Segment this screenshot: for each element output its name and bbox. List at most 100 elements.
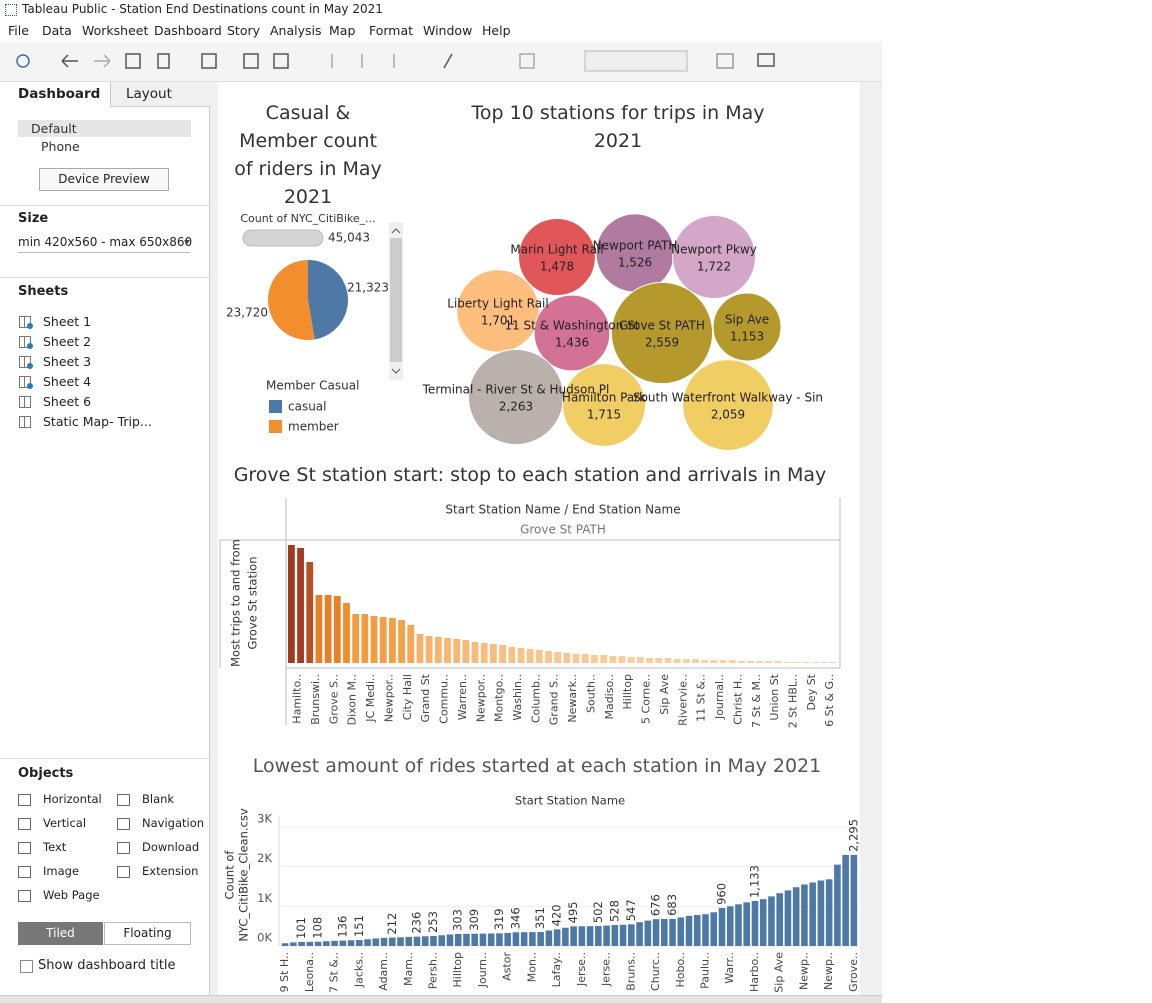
menu-item[interactable]: Format xyxy=(369,23,414,38)
bar xyxy=(677,917,685,946)
menu-item[interactable]: Analysis xyxy=(270,23,322,38)
bar xyxy=(380,937,388,946)
legend-swatch xyxy=(269,420,282,433)
bar xyxy=(413,936,421,946)
x-tick-label: Sip Ave xyxy=(773,952,786,993)
bar xyxy=(356,940,363,946)
object-item[interactable]: Extension xyxy=(142,864,199,878)
x-tick-label: Journal.. xyxy=(713,674,726,720)
x-tick-label: Grand S.. xyxy=(548,674,561,725)
sheet-item[interactable]: Static Map- Trip... xyxy=(43,414,152,429)
bar xyxy=(756,661,764,663)
bar xyxy=(809,882,816,946)
bar xyxy=(817,880,825,946)
bar-title: Grove St station start: stop to each sta… xyxy=(233,464,827,486)
bar xyxy=(545,651,552,663)
menu-item[interactable]: Map xyxy=(329,23,356,38)
bar xyxy=(512,932,520,946)
data-label: 303 xyxy=(451,909,465,931)
object-item[interactable]: Text xyxy=(43,840,67,854)
bar xyxy=(768,896,775,946)
size-dropdown[interactable]: min 420x560 - max 650x860 xyxy=(18,235,192,253)
x-tick-label: Churc.. xyxy=(649,952,662,991)
x-tick-label: Harbo.. xyxy=(748,952,761,992)
menu-item[interactable]: Data xyxy=(42,23,72,38)
sheet-item[interactable]: Sheet 3 xyxy=(43,354,92,369)
x-tick-label: 7 St &.. xyxy=(328,952,341,993)
device-phone[interactable]: Phone xyxy=(41,139,80,154)
y-tick-label: 1K xyxy=(257,891,272,905)
bar xyxy=(692,659,699,663)
data-label: 495 xyxy=(566,901,580,923)
size-legend-bar xyxy=(242,229,324,247)
floating-button[interactable]: Floating xyxy=(104,922,191,945)
x-tick-label: Rivervie.. xyxy=(676,674,689,726)
bar xyxy=(529,932,536,946)
x-tick-label: 9 St H.. xyxy=(278,952,291,992)
sheet-item[interactable]: Sheet 2 xyxy=(43,334,92,349)
bar xyxy=(480,643,488,663)
x-tick-label: Columb.. xyxy=(529,674,542,723)
column-subheader: Grove St PATH xyxy=(520,523,606,537)
divider xyxy=(0,277,209,278)
sheet-item[interactable]: Sheet 6 xyxy=(43,394,92,409)
bar xyxy=(490,644,497,663)
menu-item[interactable]: Worksheet xyxy=(82,23,149,38)
legend-label: member xyxy=(288,420,339,434)
x-tick-label: Newpor.. xyxy=(474,674,487,722)
bar xyxy=(702,914,709,946)
divider xyxy=(0,205,209,206)
object-icon xyxy=(18,842,31,854)
bubble xyxy=(682,359,774,451)
object-item[interactable]: Download xyxy=(142,840,200,854)
device-default[interactable]: Default xyxy=(31,121,77,136)
sheet-tabs-bar xyxy=(0,995,882,1003)
bar xyxy=(751,901,759,946)
x-tick-label: Jacks.. xyxy=(352,952,365,988)
x-tick-label: Newp.. xyxy=(822,952,835,990)
bar xyxy=(660,919,668,946)
bar xyxy=(434,637,442,663)
device-preview-button[interactable]: Device Preview xyxy=(39,168,169,191)
object-item[interactable]: Blank xyxy=(142,792,175,806)
slice-label: 23,720 xyxy=(226,306,268,320)
bar xyxy=(655,658,663,663)
bar xyxy=(693,915,701,946)
x-tick-label: Jerse.. xyxy=(575,952,588,987)
x-tick-label: Grove S.. xyxy=(327,674,340,724)
show-title-label[interactable]: Show dashboard title xyxy=(38,958,176,973)
object-item[interactable]: Vertical xyxy=(43,816,87,830)
menu-item[interactable]: Story xyxy=(227,23,261,38)
x-tick-label: Warren.. xyxy=(456,674,469,720)
menu-item[interactable]: Dashboard xyxy=(154,23,222,38)
object-item[interactable]: Image xyxy=(43,864,80,878)
bar xyxy=(628,924,635,946)
menu-item[interactable]: Window xyxy=(423,23,473,38)
x-tick-label: Paulu.. xyxy=(699,952,712,989)
menu-item[interactable]: File xyxy=(8,23,29,38)
data-label: 108 xyxy=(311,917,325,939)
object-item[interactable]: Web Page xyxy=(43,888,100,902)
toolbar-icons xyxy=(16,50,775,72)
layout-tab[interactable]: Layout xyxy=(126,86,172,102)
data-label: 346 xyxy=(508,907,522,929)
bubble-name: Marin Light Rail xyxy=(510,243,603,257)
object-item[interactable]: Horizontal xyxy=(43,792,102,806)
sheet-item[interactable]: Sheet 4 xyxy=(43,374,92,389)
menu-item[interactable]: Help xyxy=(482,23,511,38)
bar xyxy=(710,660,718,663)
checkbox[interactable] xyxy=(20,960,33,973)
data-label: 960 xyxy=(714,883,728,905)
dashboard-tab[interactable]: Dashboard xyxy=(18,86,101,102)
tiled-button[interactable]: Tiled xyxy=(18,922,103,945)
bar xyxy=(682,659,690,663)
object-icon xyxy=(117,842,130,854)
slice-label: 21,323 xyxy=(347,281,389,295)
object-item[interactable]: Navigation xyxy=(142,816,205,830)
bubble-name: Terminal - River St & Hudson Pl xyxy=(422,383,610,397)
sheet-item[interactable]: Sheet 1 xyxy=(43,314,92,329)
bar xyxy=(774,661,782,663)
scroll-arrow xyxy=(391,228,401,374)
x-tick-label: Hilltop xyxy=(451,952,464,987)
